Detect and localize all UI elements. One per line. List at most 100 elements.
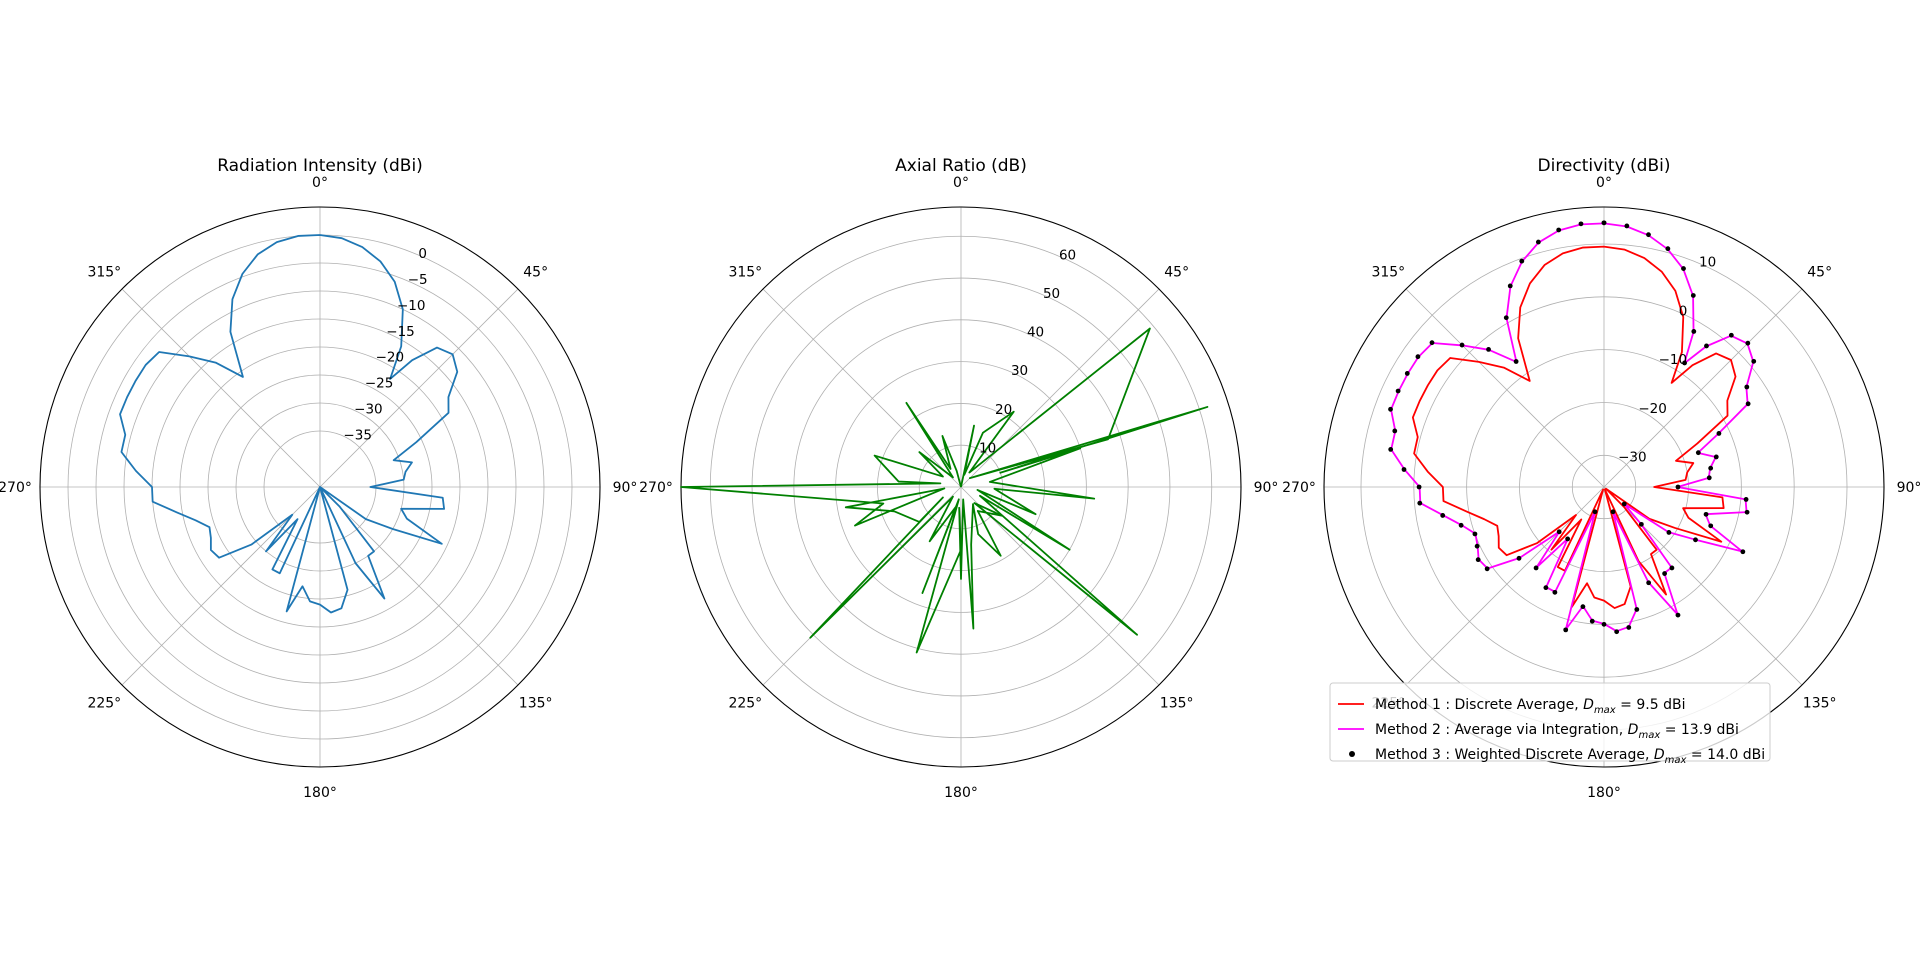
data-point (1744, 509, 1750, 515)
angular-gridline (762, 288, 962, 488)
angle-tick-label: 135° (519, 696, 553, 712)
directivity-title: Directivity (dBi) (1538, 156, 1671, 176)
radial-tick-label: −25 (365, 376, 394, 392)
data-point (1728, 332, 1734, 338)
data-point (1475, 557, 1481, 563)
angle-tick-label: 45° (1164, 264, 1189, 280)
radial-tick-label: −5 (408, 272, 428, 288)
radiation-intensity-title: Radiation Intensity (dBi) (217, 156, 423, 176)
data-point (1556, 529, 1562, 535)
data-point (1429, 340, 1435, 346)
radial-tick-label: 0 (1679, 303, 1688, 319)
data-point (1691, 329, 1697, 334)
data-point (1706, 475, 1712, 481)
series-line (1411, 245, 1737, 609)
data-point (1552, 589, 1558, 595)
data-point (1563, 627, 1569, 633)
data-point (1395, 388, 1401, 394)
data-point (1472, 531, 1478, 537)
data-point (1646, 232, 1651, 238)
radial-tick-label: 10 (1699, 254, 1716, 270)
series-line (119, 234, 459, 614)
radiation-intensity-panel: Radiation Intensity (dBi) 0° 45° 90° 135° 18… (0, 156, 637, 801)
data-point (1626, 625, 1632, 630)
angle-tick-label: 225° (87, 696, 121, 712)
legend-entry: Method 3 : Weighted Discrete Average, Dm… (1375, 747, 1765, 766)
radial-tick-label: −10 (1659, 352, 1688, 368)
angle-tick-label: 45° (1807, 264, 1832, 280)
angular-gridline (319, 288, 519, 488)
data-point (1610, 509, 1616, 515)
angle-tick-label: 270° (639, 480, 673, 496)
angular-gridline (319, 486, 519, 686)
angle-tick-label: 135° (1160, 696, 1194, 712)
radial-tick-label: −30 (1618, 450, 1647, 466)
data-point (1417, 500, 1423, 506)
angular-gridline (1405, 288, 1605, 488)
data-point (1459, 342, 1465, 348)
angle-tick-label: 315° (728, 264, 762, 280)
angular-gridline (121, 288, 321, 488)
series-line (680, 327, 1209, 654)
data-point (1744, 384, 1750, 390)
data-point (1533, 565, 1539, 571)
data-point (1695, 450, 1701, 456)
data-point (1513, 359, 1519, 364)
angle-tick-label: 180° (944, 785, 978, 801)
data-point (1503, 315, 1509, 321)
angular-gridline (960, 288, 1160, 488)
data-point (1516, 555, 1522, 561)
data-point (1589, 618, 1595, 624)
data-point (1666, 530, 1672, 535)
data-point (1716, 431, 1722, 436)
data-point (1392, 428, 1398, 434)
data-point (1440, 513, 1446, 518)
axial-ratio-panel: Axial Ratio (dB) 0° 45° 90° 135° 180° 225° 270… (639, 156, 1278, 801)
data-point (1682, 360, 1687, 366)
radial-tick-label: 20 (995, 402, 1012, 418)
radial-tick-label: −10 (397, 298, 426, 314)
data-point (1519, 258, 1525, 264)
data-point (1556, 227, 1562, 233)
data-point (1578, 221, 1584, 227)
radial-tick-label: 10 (979, 440, 996, 456)
data-point (1621, 501, 1627, 507)
angle-tick-label: 180° (303, 785, 337, 801)
data-point (1601, 220, 1607, 226)
data-point (1708, 465, 1714, 471)
legend-entry: Method 2 : Average via Integration, Dmax… (1375, 722, 1739, 741)
radial-tick-label: −30 (354, 401, 383, 417)
angle-tick-label: 225° (728, 696, 762, 712)
angle-tick-label: 315° (1371, 264, 1405, 280)
data-point (1484, 566, 1490, 572)
axial-ratio-title: Axial Ratio (dB) (895, 156, 1027, 176)
angular-gridline (1405, 486, 1605, 686)
data-point (1740, 549, 1746, 555)
data-point (1662, 571, 1667, 576)
angle-tick-label: 90° (613, 480, 638, 496)
angle-tick-label: 315° (87, 264, 121, 280)
data-point (1675, 484, 1681, 490)
legend-entry: Method 1 : Discrete Average, Dmax = 9.5 … (1375, 697, 1685, 716)
data-point (1458, 522, 1464, 528)
angle-tick-label: 0° (1596, 175, 1612, 191)
legend-marker (1349, 751, 1355, 757)
legend-frame (1329, 682, 1771, 762)
data-point (1474, 543, 1480, 549)
radial-tick-label: −15 (386, 324, 415, 340)
data-point (1681, 266, 1686, 271)
polar-frame (39, 206, 601, 768)
polar-frame (1323, 206, 1885, 768)
data-point (1745, 401, 1751, 407)
radial-tick-label: 40 (1027, 325, 1044, 341)
angle-tick-label: 0° (312, 175, 328, 191)
data-point (1415, 354, 1421, 360)
data-point (1507, 283, 1513, 289)
data-point (1693, 537, 1698, 543)
data-point (1665, 246, 1671, 252)
data-point (1675, 612, 1681, 618)
angular-gridline (121, 486, 321, 686)
radial-tick-label: 30 (1011, 363, 1028, 379)
radial-tick-label: −20 (376, 350, 405, 366)
data-point (1669, 565, 1675, 571)
